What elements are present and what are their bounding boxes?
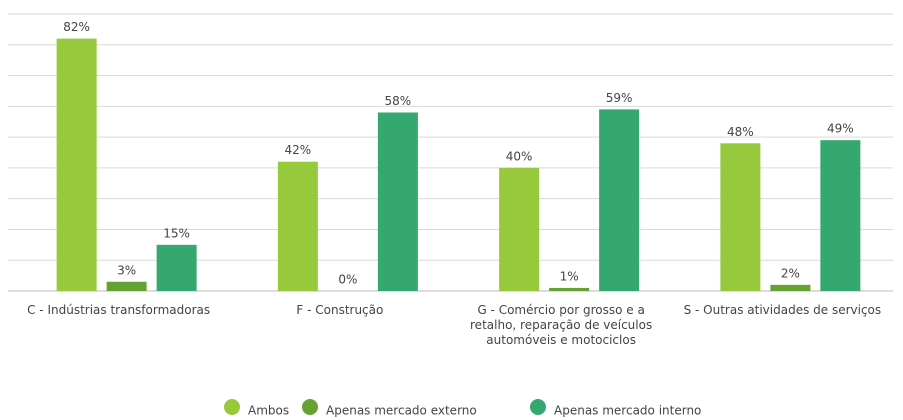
x-tick-label: F - Construção — [296, 303, 384, 317]
legend-label: Apenas mercado externo — [326, 404, 477, 418]
data-label: 48% — [727, 125, 754, 139]
legend-swatch — [530, 399, 546, 415]
data-label: 15% — [163, 226, 190, 240]
bar — [499, 167, 540, 291]
data-label: 1% — [560, 269, 579, 283]
data-label: 58% — [385, 94, 412, 108]
data-label: 2% — [781, 266, 800, 280]
data-label: 42% — [285, 143, 312, 157]
data-label: 40% — [506, 149, 533, 163]
legend-swatch — [302, 399, 318, 415]
bar — [599, 109, 640, 292]
bar — [377, 112, 418, 291]
bar — [156, 244, 197, 291]
bar — [549, 287, 590, 291]
bar — [820, 140, 861, 291]
bar — [770, 284, 811, 291]
bar — [277, 161, 318, 291]
x-tick-label: S - Outras atividades de serviços — [683, 303, 882, 317]
legend-swatch — [224, 399, 240, 415]
data-label: 0% — [338, 273, 357, 287]
data-label: 49% — [827, 122, 854, 136]
bar — [56, 38, 97, 291]
bar — [720, 143, 761, 291]
data-label: 3% — [117, 263, 136, 277]
x-tick-label: C - Indústrias transformadoras — [27, 303, 211, 317]
bar — [106, 281, 147, 291]
legend-label: Ambos — [248, 404, 289, 418]
legend-label: Apenas mercado interno — [554, 404, 701, 418]
x-tick-label: G - Comércio por grosso e a retalho, rep… — [470, 303, 653, 347]
data-label: 59% — [606, 91, 633, 105]
data-label: 82% — [63, 20, 90, 34]
